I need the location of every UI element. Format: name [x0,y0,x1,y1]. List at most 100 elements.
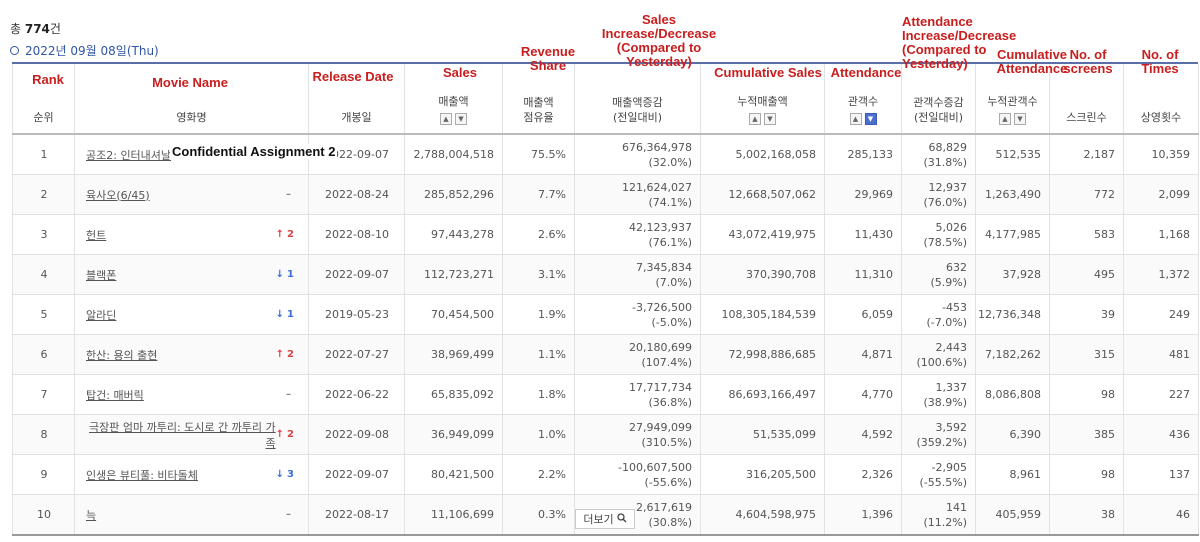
cell-attendance: 2,326 [824,454,902,495]
movie-link[interactable]: 블랙폰 [86,268,117,282]
rank-change-num: 2 [287,229,294,240]
cell-att-change: 68,829 (31.8%) [901,134,976,175]
annotation-sales: Sales [443,65,477,80]
rank-change: ↓ 3 [276,469,294,480]
col-movie: 영화명 [74,64,309,135]
movie-link[interactable]: 공조2: 인터내셔날 [86,148,172,162]
cell-movie: 극장판 엄마 까투리: 도시로 간 까투리 가족 ↑ 2 [74,414,309,455]
att-change-pct: (78.5%) [923,235,967,249]
cell-sales-change: 676,364,978 (32.0%) [574,134,701,175]
sort-asc-button[interactable]: ▲ [849,113,862,125]
cell-cum-att: 512,535 [975,134,1050,175]
att-change-pct: (5.9%) [930,275,967,289]
cell-sales: 80,421,500 [404,454,503,495]
table-row: 2 육사오(6/45) –2022-08-24 285,852,296 7.7% 121,… [12,174,1199,215]
sales-change-pct: (74.1%) [648,195,692,209]
rank-down-icon: ↓ [275,469,285,480]
sort-asc-button[interactable]: ▲ [440,113,452,125]
table-row: 3 헌트 ↑ 2 2022-08-10 97,443,278 2.6% 42,123,937(… [12,214,1199,255]
sort-asc-button[interactable]: ▲ [999,113,1011,125]
annotation-movie-name: Movie Name [152,75,228,90]
movie-link[interactable]: 극장판 엄마 까투리: 도시로 간 까투리 가족 [89,420,276,450]
sort-desc-button-active[interactable]: ▼ [864,113,877,125]
sales-change-value: -100,607,500 [618,460,692,474]
att-change-pct: (100.6%) [916,355,967,369]
annotation-attendance: Attendance [830,65,902,80]
col-release: 개봉일 [308,64,405,135]
cell-sales-change: 20,180,699 (107.4%) [574,334,701,375]
cell-att-change: 5,026 (78.5%) [901,214,976,255]
cell-sales: 38,969,499 [404,334,503,375]
cell-sales-change: 27,949,099 (310.5%) [574,414,701,455]
cell-cum-sales: 5,002,168,058 [700,134,825,175]
cell-times: 481 [1123,334,1199,375]
col-rank: 순위 [12,64,75,135]
cell-cum-att: 7,182,262 [975,334,1050,375]
more-button[interactable]: 더보기 [575,509,635,529]
cell-cum-sales: 86,693,166,497 [700,374,825,415]
cell-release: 2022-09-08 [308,414,405,455]
rank-change: ↓ 1 [276,269,294,280]
att-change-value: 3,592 [935,420,968,434]
att-change-pct: (76.0%) [923,195,967,209]
cell-rank: 1 [12,134,75,175]
cell-times: 2,099 [1123,174,1199,215]
cell-release: 2022-09-07 [308,454,405,495]
annotation-cumulative-sales: Cumulative Sales [714,65,822,80]
movie-link[interactable]: 인생은 뷰티풀: 비타돌체 [86,468,198,482]
rank-change: – [286,189,294,200]
cell-movie: 알라딘 ↓ 1 [74,294,309,335]
cell-movie: 탑건: 매버릭 – [74,374,309,415]
cell-movie: 한산: 용의 출현 ↑ 2 [74,334,309,375]
cell-attendance: 1,396 [824,494,902,536]
cell-rank: 5 [12,294,75,335]
movie-link[interactable]: 탑건: 매버릭 [86,388,144,402]
rank-change-num: 3 [287,469,294,480]
annotation-times: No. of Times [1141,47,1179,76]
movie-link[interactable]: 육사오(6/45) [86,188,150,202]
att-change-value: 2,443 [935,340,968,354]
cell-attendance: 4,592 [824,414,902,455]
cell-sales-change: -3,726,500 (-5.0%) [574,294,701,335]
cell-sales-change: 121,624,027 (74.1%) [574,174,701,215]
annotation-revenue-share: Revenue Share [520,44,576,73]
sort-asc-button[interactable]: ▲ [749,113,761,125]
cell-rank: 6 [12,334,75,375]
rank-change-num: 2 [287,349,294,360]
movie-link[interactable]: 알라딘 [86,308,117,322]
cell-att-change: -453 (-7.0%) [901,294,976,335]
cell-sales-change: 17,717,734 (36.8%) [574,374,701,415]
cell-attendance: 11,430 [824,214,902,255]
movie-link[interactable]: 한산: 용의 출현 [86,348,158,362]
cell-rank: 10 [12,494,75,536]
rank-up-icon: ↑ [275,429,285,440]
cell-release: 2022-06-22 [308,374,405,415]
cell-attendance: 29,969 [824,174,902,215]
boxoffice-table: 순위 영화명 개봉일 매출액 ▲ ▼ 매출액 점유율 매출액증감 (전일대비) 누적매출… [12,64,1199,536]
movie-link[interactable]: 늑 [86,508,97,522]
cell-release: 2022-09-07 [308,254,405,295]
att-change-pct: (-55.5%) [919,475,968,489]
sort-desc-button[interactable]: ▼ [764,113,776,125]
sales-change-pct: (107.4%) [641,355,692,369]
cell-sales: 285,852,296 [404,174,503,215]
header-row: 순위 영화명 개봉일 매출액 ▲ ▼ 매출액 점유율 매출액증감 (전일대비) 누적매출… [12,64,1199,135]
cell-times: 227 [1123,374,1199,415]
more-label: 더보기 [583,513,614,526]
cell-att-change: 632 (5.9%) [901,254,976,295]
cell-rank: 9 [12,454,75,495]
sort-desc-button[interactable]: ▼ [1014,113,1026,125]
cell-cum-att: 12,736,348 [975,294,1050,335]
annotation-rank: Rank [32,72,64,87]
cell-rank: 7 [12,374,75,415]
cell-sales: 97,443,278 [404,214,503,255]
cell-movie: 늑 – [74,494,309,536]
total-count: 총 774건 [10,20,61,37]
sort-desc-button[interactable]: ▼ [455,113,467,125]
col-share: 매출액 점유율 [502,64,575,135]
att-change-pct: (359.2%) [916,435,967,449]
sales-change-pct: (76.1%) [648,235,692,249]
cell-times: 436 [1123,414,1199,455]
movie-link[interactable]: 헌트 [86,228,107,242]
